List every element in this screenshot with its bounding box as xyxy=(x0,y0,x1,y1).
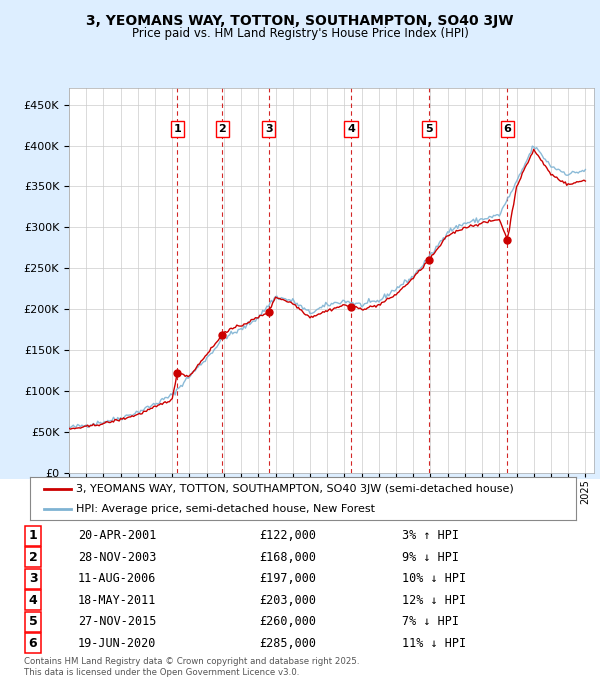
Text: 12% ↓ HPI: 12% ↓ HPI xyxy=(402,594,466,607)
Text: £197,000: £197,000 xyxy=(260,573,317,585)
Text: 10% ↓ HPI: 10% ↓ HPI xyxy=(402,573,466,585)
Text: £168,000: £168,000 xyxy=(260,551,317,564)
Text: 3: 3 xyxy=(29,573,37,585)
Text: 9% ↓ HPI: 9% ↓ HPI xyxy=(402,551,459,564)
Text: 6: 6 xyxy=(29,637,37,650)
Text: 1: 1 xyxy=(29,529,37,542)
Text: £260,000: £260,000 xyxy=(260,615,317,628)
Text: 11-AUG-2006: 11-AUG-2006 xyxy=(78,573,157,585)
Text: 2: 2 xyxy=(29,551,37,564)
Text: £122,000: £122,000 xyxy=(260,529,317,542)
Text: 5: 5 xyxy=(29,615,37,628)
Text: HPI: Average price, semi-detached house, New Forest: HPI: Average price, semi-detached house,… xyxy=(76,504,376,513)
Text: 3, YEOMANS WAY, TOTTON, SOUTHAMPTON, SO40 3JW (semi-detached house): 3, YEOMANS WAY, TOTTON, SOUTHAMPTON, SO4… xyxy=(76,484,514,494)
Text: 19-JUN-2020: 19-JUN-2020 xyxy=(78,637,157,650)
Text: 20-APR-2001: 20-APR-2001 xyxy=(78,529,157,542)
Text: 1: 1 xyxy=(173,124,181,134)
Text: 11% ↓ HPI: 11% ↓ HPI xyxy=(402,637,466,650)
Text: 3% ↑ HPI: 3% ↑ HPI xyxy=(402,529,459,542)
Text: Price paid vs. HM Land Registry's House Price Index (HPI): Price paid vs. HM Land Registry's House … xyxy=(131,27,469,39)
Text: 5: 5 xyxy=(425,124,433,134)
Text: 28-NOV-2003: 28-NOV-2003 xyxy=(78,551,157,564)
Text: 2: 2 xyxy=(218,124,226,134)
Text: 18-MAY-2011: 18-MAY-2011 xyxy=(78,594,157,607)
Text: 3, YEOMANS WAY, TOTTON, SOUTHAMPTON, SO40 3JW: 3, YEOMANS WAY, TOTTON, SOUTHAMPTON, SO4… xyxy=(86,14,514,29)
Text: £203,000: £203,000 xyxy=(260,594,317,607)
Text: 7% ↓ HPI: 7% ↓ HPI xyxy=(402,615,459,628)
Text: 3: 3 xyxy=(265,124,272,134)
Text: £285,000: £285,000 xyxy=(260,637,317,650)
Text: 4: 4 xyxy=(29,594,37,607)
Text: 6: 6 xyxy=(503,124,511,134)
Text: 27-NOV-2015: 27-NOV-2015 xyxy=(78,615,157,628)
Text: 4: 4 xyxy=(347,124,355,134)
Text: Contains HM Land Registry data © Crown copyright and database right 2025.
This d: Contains HM Land Registry data © Crown c… xyxy=(24,657,359,677)
